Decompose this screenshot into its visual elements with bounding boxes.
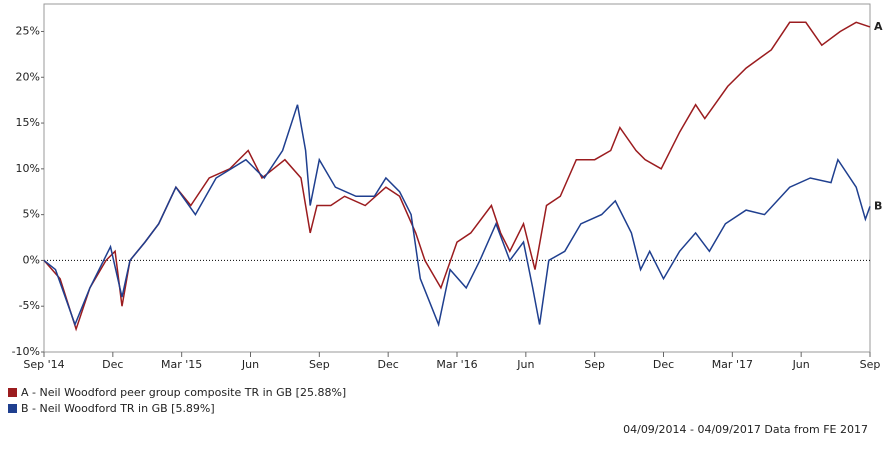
footer: 04/09/2014 - 04/09/2017 Data from FE 201…	[623, 423, 868, 436]
series-line	[43, 21, 871, 332]
x-tick-label: Mar '17	[712, 358, 753, 371]
plot-frame	[43, 3, 871, 353]
y-tick-label: -5%	[19, 299, 40, 312]
y-tick-label: 20%	[16, 70, 40, 83]
x-tick-label: Sep	[584, 358, 605, 371]
x-tick-label: Sep '14	[23, 358, 64, 371]
end-label: B	[874, 199, 882, 212]
legend-swatch	[8, 388, 17, 397]
legend-swatch	[8, 404, 17, 413]
x-tick-label: Mar '15	[161, 358, 202, 371]
y-tick-label: 0%	[23, 253, 40, 266]
x-tick-label: Mar '16	[436, 358, 477, 371]
x-tick-label: Sep	[860, 358, 881, 371]
end-label: A	[874, 20, 883, 33]
x-tick-label: Dec	[102, 358, 123, 371]
y-tick-label: 5%	[23, 208, 40, 221]
y-tick-label: 10%	[16, 162, 40, 175]
legend-label: B - Neil Woodford TR in GB [5.89%]	[21, 402, 215, 415]
x-tick-label: Dec	[653, 358, 674, 371]
y-tick-label: -10%	[12, 345, 40, 358]
x-tick-label: Jun	[516, 358, 534, 371]
legend-label: A - Neil Woodford peer group composite T…	[21, 386, 346, 399]
x-tick-label: Jun	[792, 358, 810, 371]
y-tick-label: 15%	[16, 116, 40, 129]
x-tick-label: Dec	[378, 358, 399, 371]
x-tick-label: Jun	[241, 358, 259, 371]
y-tick-label: 25%	[16, 24, 40, 37]
x-tick-label: Sep	[309, 358, 330, 371]
series-line	[43, 104, 871, 328]
